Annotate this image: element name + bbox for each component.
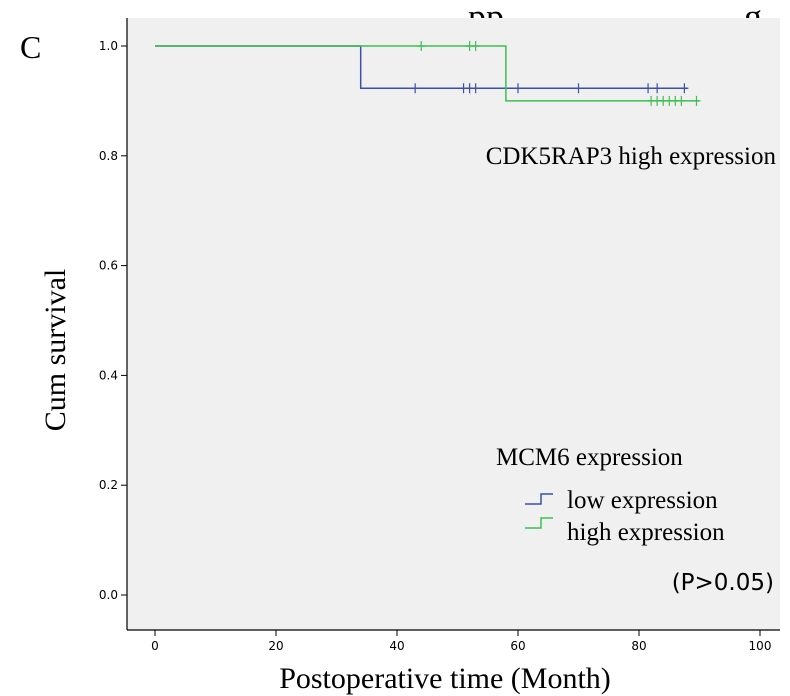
panel-label: C bbox=[20, 29, 41, 65]
legend: MCM6 expression low expression high expr… bbox=[496, 444, 725, 546]
censor-mark bbox=[471, 41, 480, 51]
survival-step-line bbox=[155, 45, 700, 102]
censor-mark bbox=[677, 95, 686, 106]
x-tick-label: 80 bbox=[631, 639, 646, 653]
legend-label-low: low expression bbox=[567, 487, 718, 514]
censor-mark bbox=[417, 41, 426, 51]
censor-mark bbox=[692, 95, 701, 106]
x-tick-label: 100 bbox=[749, 639, 772, 653]
censor-mark bbox=[411, 83, 420, 94]
censor-mark bbox=[653, 83, 662, 94]
x-tick-label: 0 bbox=[151, 639, 159, 653]
plot-area bbox=[127, 18, 780, 630]
y-tick-label: 1.0 bbox=[99, 39, 118, 53]
p-value-text: (P>0.05) bbox=[672, 570, 774, 596]
censor-mark bbox=[471, 83, 480, 94]
y-tick-label: 0.6 bbox=[99, 259, 118, 273]
x-tick-label: 40 bbox=[389, 639, 404, 653]
legend-swatch-high bbox=[525, 517, 553, 529]
legend-label-high: high expression bbox=[567, 519, 725, 546]
censor-mark bbox=[514, 83, 522, 94]
series-layer bbox=[155, 41, 701, 106]
y-tick-label: 0.0 bbox=[99, 588, 118, 602]
censor-mark bbox=[644, 83, 653, 94]
y-tick-label: 0.8 bbox=[99, 149, 118, 163]
legend-swatch-low bbox=[525, 493, 553, 505]
y-tick-label: 0.4 bbox=[99, 368, 118, 382]
legend-title: MCM6 expression bbox=[496, 444, 683, 471]
x-axis-title: Postoperative time (Month) bbox=[279, 662, 611, 695]
y-tick-label: 0.2 bbox=[99, 478, 118, 492]
censor-mark bbox=[680, 83, 689, 94]
x-tick-label: 20 bbox=[268, 639, 283, 653]
axes: 0.0 0.2 0.4 0.6 0.8 1.0 0 20 40 60 80 100 bbox=[99, 18, 780, 653]
group-title: CDK5RAP3 high expression bbox=[486, 143, 777, 170]
y-axis-title: Cum survival bbox=[39, 269, 72, 432]
censor-mark bbox=[574, 83, 583, 94]
series-high bbox=[155, 41, 701, 106]
x-tick-label: 60 bbox=[510, 639, 525, 653]
